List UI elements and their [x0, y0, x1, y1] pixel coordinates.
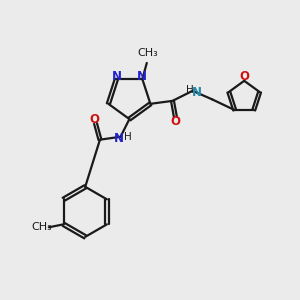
Text: N: N — [137, 70, 147, 83]
Text: O: O — [89, 112, 99, 126]
Text: N: N — [192, 86, 202, 99]
Text: CH₃: CH₃ — [31, 222, 52, 232]
Text: H: H — [186, 85, 194, 95]
Text: O: O — [239, 70, 249, 83]
Text: H: H — [124, 132, 132, 142]
Text: N: N — [114, 132, 124, 145]
Text: N: N — [111, 70, 122, 83]
Text: CH₃: CH₃ — [137, 48, 158, 58]
Text: O: O — [170, 115, 180, 128]
